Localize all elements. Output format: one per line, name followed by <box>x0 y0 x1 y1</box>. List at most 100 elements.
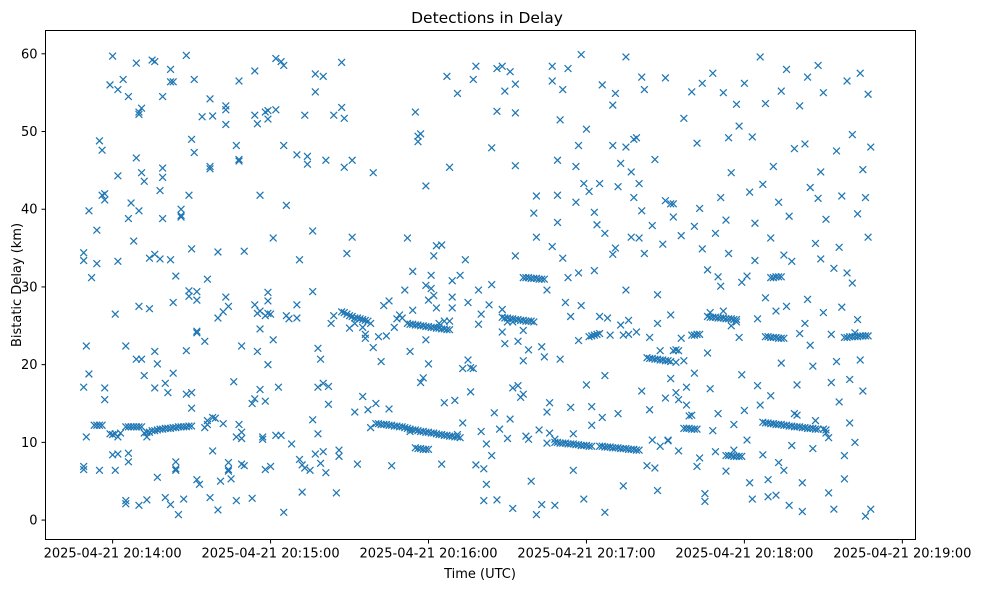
data-point <box>601 371 609 380</box>
data-point <box>329 311 338 320</box>
data-point <box>458 419 467 427</box>
data-point <box>640 85 649 94</box>
data-point <box>529 209 538 217</box>
data-point <box>537 342 546 351</box>
data-point <box>801 140 809 148</box>
data-point <box>666 374 675 383</box>
data-point <box>266 462 275 471</box>
data-point <box>335 446 343 454</box>
y-axis: 0 10 20 30 40 50 60 <box>21 47 46 529</box>
data-point <box>408 267 417 276</box>
data-point <box>487 280 496 289</box>
data-point <box>377 357 385 366</box>
data-point <box>208 413 217 422</box>
data-point <box>587 332 596 340</box>
data-point <box>561 298 570 307</box>
data-point <box>166 500 175 509</box>
x-tick-label: 2025-04-21 20:18:00 <box>675 547 813 562</box>
data-point <box>387 461 396 470</box>
data-point <box>803 295 812 304</box>
data-point <box>601 229 609 238</box>
data-point <box>98 421 106 430</box>
data-point <box>611 244 620 252</box>
data-point <box>835 243 844 252</box>
data-point <box>95 137 104 145</box>
data-point <box>551 501 559 510</box>
data-point <box>714 409 722 418</box>
data-point <box>240 461 249 470</box>
data-point <box>777 359 786 367</box>
data-point <box>648 436 657 444</box>
data-point <box>298 488 306 496</box>
data-point <box>190 75 199 84</box>
data-point <box>235 157 243 165</box>
data-point <box>237 342 246 350</box>
data-point <box>337 307 346 316</box>
data-point <box>293 150 301 159</box>
data-point <box>493 107 501 116</box>
data-point <box>656 442 665 451</box>
data-point <box>422 182 430 190</box>
data-point <box>135 108 143 116</box>
data-point <box>622 143 630 151</box>
data-point <box>774 272 783 281</box>
data-point <box>479 464 488 473</box>
data-point <box>787 257 796 266</box>
data-point <box>250 111 259 120</box>
data-point <box>369 343 378 352</box>
data-point <box>158 214 167 223</box>
data-point <box>651 155 659 164</box>
data-point <box>353 314 362 322</box>
data-point <box>414 137 422 146</box>
data-point <box>690 369 699 378</box>
data-point <box>780 334 788 343</box>
data-point <box>856 69 865 78</box>
data-point <box>777 87 786 95</box>
data-point <box>835 398 844 406</box>
data-point <box>156 186 164 195</box>
data-point <box>340 114 349 123</box>
data-point <box>250 395 259 403</box>
data-points <box>79 50 875 521</box>
data-point <box>756 401 765 409</box>
data-point <box>511 80 520 88</box>
data-point <box>735 452 743 461</box>
data-point <box>682 383 691 392</box>
data-point <box>293 300 301 309</box>
data-point <box>553 156 562 165</box>
data-point <box>193 296 201 304</box>
data-point <box>737 370 746 379</box>
data-point <box>156 255 164 263</box>
data-point <box>253 347 262 356</box>
data-point <box>277 431 285 440</box>
data-point <box>474 286 483 294</box>
data-point <box>543 408 551 416</box>
data-point <box>182 51 191 60</box>
data-point <box>193 327 201 336</box>
data-point <box>237 434 246 443</box>
data-point <box>622 53 630 61</box>
data-point <box>524 435 533 444</box>
data-point <box>824 489 833 497</box>
data-point <box>143 496 151 504</box>
data-point <box>285 314 293 323</box>
data-point <box>611 89 620 98</box>
data-point <box>782 302 791 311</box>
data-point <box>303 160 312 169</box>
data-point <box>193 287 201 296</box>
data-point <box>114 85 122 94</box>
data-point <box>608 141 617 150</box>
data-point <box>271 105 280 114</box>
data-point <box>235 420 243 429</box>
data-point <box>703 349 712 357</box>
data-point <box>358 323 367 332</box>
data-point <box>493 496 501 504</box>
data-point <box>640 249 649 258</box>
data-point <box>693 462 701 471</box>
data-point <box>224 467 233 475</box>
data-point <box>595 312 604 321</box>
data-point <box>250 67 259 75</box>
data-point <box>627 168 636 176</box>
data-point <box>719 88 728 97</box>
data-point <box>690 222 699 231</box>
